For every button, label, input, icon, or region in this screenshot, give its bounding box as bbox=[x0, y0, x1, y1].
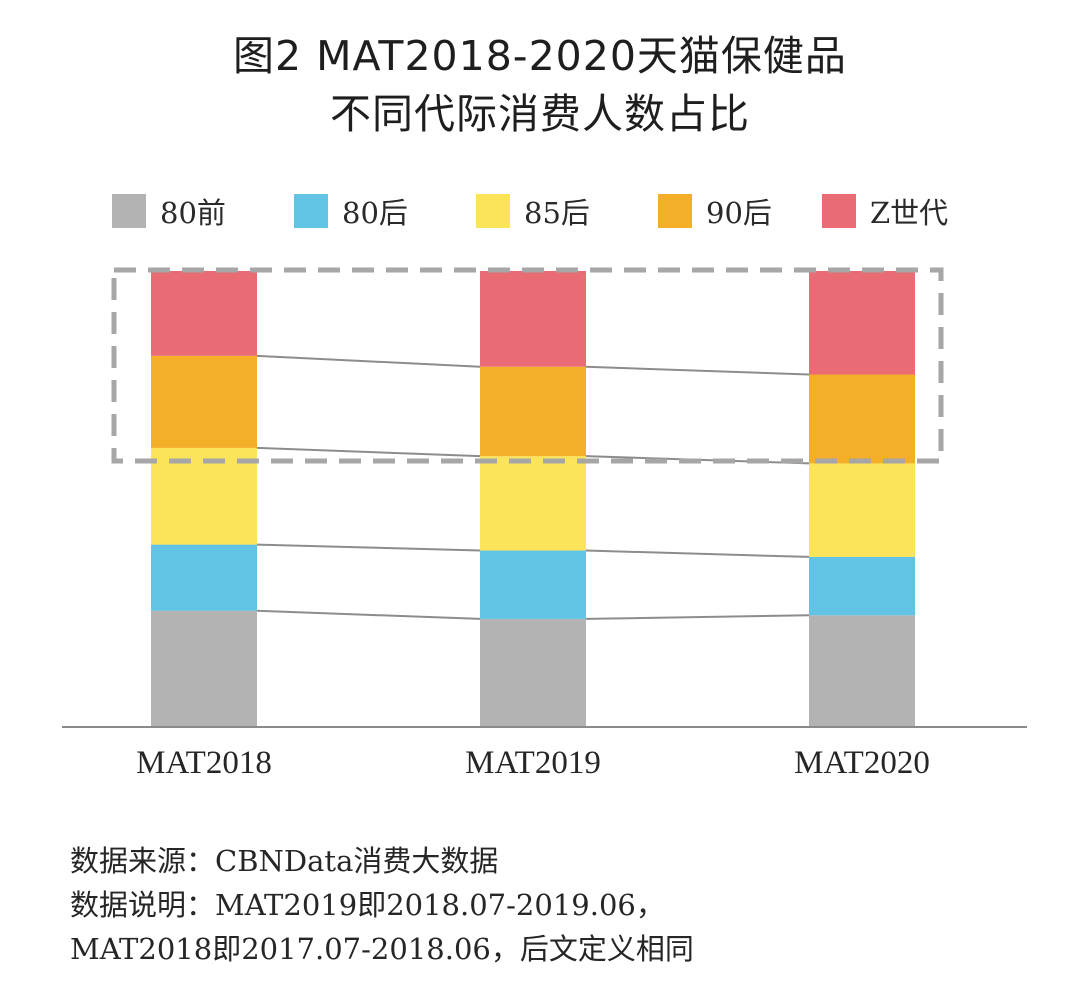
bar-segment-mat2020-genz bbox=[809, 271, 915, 375]
footnote-definition-continued: MAT2018即2017.07-2018.06，后文定义相同 bbox=[70, 932, 694, 966]
legend-item-post80: 80后 bbox=[294, 186, 408, 236]
bar-segment-mat2018-post85 bbox=[151, 447, 257, 545]
bar-segment-mat2019-genz bbox=[480, 271, 586, 367]
legend-label-post90: 90后 bbox=[706, 196, 772, 230]
legend-swatch-post80 bbox=[294, 194, 328, 228]
connector-line-4-0 bbox=[256, 354, 481, 368]
x-tick-label-mat2020: MAT2020 bbox=[794, 745, 930, 781]
bar-segment-mat2020-post85 bbox=[809, 463, 915, 557]
bar-segment-mat2020-post90 bbox=[809, 374, 915, 464]
connector-line-1-0 bbox=[256, 609, 481, 620]
bar-segment-mat2018-post90 bbox=[151, 355, 257, 448]
connector-line-2-1 bbox=[585, 549, 810, 558]
bar-segment-mat2019-pre80 bbox=[480, 618, 586, 727]
legend-label-post85: 85后 bbox=[524, 196, 590, 230]
footnote-definition: 数据说明：MAT2019即2018.07-2019.06， bbox=[70, 888, 665, 922]
chart-title-line1: 图2 MAT2018-2020天猫保健品 bbox=[233, 32, 847, 80]
chart-title-line2: 不同代际消费人数占比 bbox=[330, 90, 750, 138]
chart-legend: 80前 80后 85后 90后 Z世代 bbox=[0, 186, 1080, 236]
x-tick-label-mat2018: MAT2018 bbox=[136, 745, 272, 781]
connector-line-4-1 bbox=[585, 365, 810, 376]
legend-swatch-pre80 bbox=[112, 194, 146, 228]
x-tick-label-mat2019: MAT2019 bbox=[465, 745, 601, 781]
bar-segment-mat2020-post80 bbox=[809, 556, 915, 616]
bar-segment-mat2018-pre80 bbox=[151, 610, 257, 727]
bar-segment-mat2020-pre80 bbox=[809, 615, 915, 727]
legend-item-genz: Z世代 bbox=[822, 186, 948, 236]
connector-line-1-1 bbox=[585, 614, 810, 620]
legend-swatch-genz bbox=[822, 194, 856, 228]
connector-line-3-0 bbox=[256, 446, 481, 458]
legend-item-post90: 90后 bbox=[658, 186, 772, 236]
bar-segment-mat2019-post90 bbox=[480, 366, 586, 457]
legend-item-post85: 85后 bbox=[476, 186, 590, 236]
bar-segment-mat2018-genz bbox=[151, 271, 257, 356]
legend-item-pre80: 80前 bbox=[112, 186, 226, 236]
legend-swatch-post85 bbox=[476, 194, 510, 228]
legend-label-pre80: 80前 bbox=[160, 196, 226, 230]
footnote-source: 数据来源：CBNData消费大数据 bbox=[70, 844, 499, 878]
legend-label-post80: 80后 bbox=[342, 196, 408, 230]
bar-segment-mat2018-post80 bbox=[151, 544, 257, 611]
connector-line-2-0 bbox=[256, 543, 481, 552]
legend-label-genz: Z世代 bbox=[870, 196, 949, 230]
highlight-dashed-box bbox=[111, 267, 944, 464]
legend-swatch-post90 bbox=[658, 194, 692, 228]
bar-segment-mat2019-post85 bbox=[480, 456, 586, 551]
bar-segment-mat2019-post80 bbox=[480, 550, 586, 619]
